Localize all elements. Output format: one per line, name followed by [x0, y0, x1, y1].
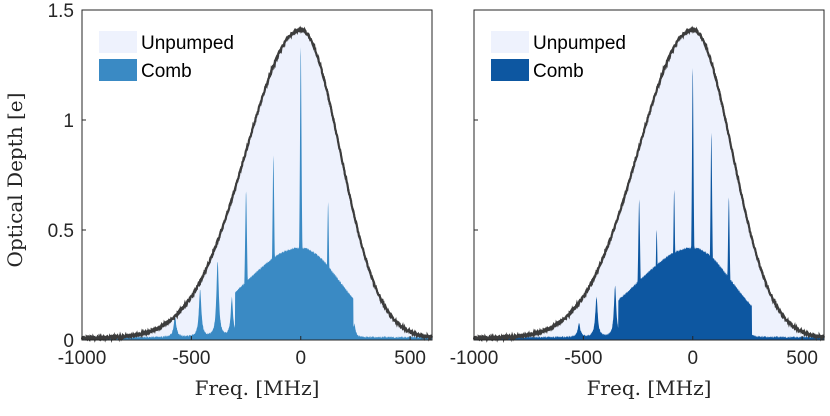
- right-panel: -1000 -500 0 500 Freq. [MHz] Unpumped Comb: [450, 9, 826, 400]
- y-tick-label: 1.5: [48, 1, 74, 22]
- x-tick-label: 500: [394, 348, 426, 369]
- y-axis-label: Optical Depth [e]: [3, 93, 27, 268]
- x-tick-label: -500: [564, 348, 602, 369]
- left-x-axis-label: Freq. [MHz]: [195, 376, 320, 400]
- comb-area: [82, 47, 432, 341]
- y-tick-label: 1: [63, 111, 74, 132]
- legend-swatch-comb: [491, 59, 529, 81]
- right-x-ticks: -1000 -500 0 500: [450, 336, 818, 369]
- x-tick-label: 500: [786, 348, 818, 369]
- right-x-axis-label: Freq. [MHz]: [587, 376, 712, 400]
- x-tick-label: -1000: [450, 348, 499, 369]
- left-x-ticks: -1000 -500 0 500: [58, 336, 426, 369]
- x-tick-label: 0: [295, 348, 306, 369]
- legend-label-comb: Comb: [141, 61, 192, 82]
- legend-label-comb: Comb: [533, 61, 584, 82]
- right-legend: Unpumped Comb: [487, 25, 649, 89]
- x-tick-label: -500: [172, 348, 210, 369]
- left-panel: -1000 -500 0 500 0 0.5 1 1.5 Freq. [MHz] Unpum…: [48, 1, 434, 400]
- right-y-ticks: [474, 9, 478, 341]
- y-tick-label: 0.5: [48, 221, 74, 242]
- right-plot-area: [472, 25, 826, 343]
- legend-swatch-comb: [99, 59, 137, 81]
- unpumped-area: [474, 28, 824, 341]
- unpumped-envelope-line: [472, 25, 826, 343]
- x-tick-label: -1000: [58, 348, 107, 369]
- legend-swatch-unpumped: [99, 31, 137, 53]
- right-axes-frame: [473, 9, 825, 341]
- left-y-ticks: 0 0.5 1 1.5: [48, 1, 86, 352]
- y-tick-label: 0: [63, 331, 74, 352]
- left-legend: Unpumped Comb: [95, 25, 257, 89]
- left-plot-area: [80, 25, 434, 343]
- unpumped-envelope-line: [80, 25, 434, 343]
- legend-label-unpumped: Unpumped: [141, 33, 234, 54]
- left-axes-frame: [81, 9, 433, 341]
- legend-label-unpumped: Unpumped: [533, 33, 626, 54]
- x-tick-label: 0: [687, 348, 698, 369]
- comb-area: [474, 68, 824, 340]
- unpumped-area: [82, 28, 432, 341]
- legend-swatch-unpumped: [491, 31, 529, 53]
